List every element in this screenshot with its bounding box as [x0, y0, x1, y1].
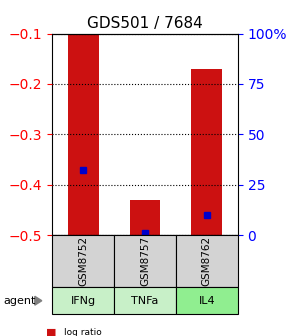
- Text: GSM8757: GSM8757: [140, 236, 150, 286]
- Title: GDS501 / 7684: GDS501 / 7684: [87, 16, 203, 31]
- Text: ■: ■: [46, 328, 57, 336]
- Bar: [191, 69, 222, 235]
- Bar: [68, 34, 99, 235]
- Text: IFNg: IFNg: [70, 296, 96, 306]
- Bar: [130, 200, 160, 235]
- Text: TNFa: TNFa: [131, 296, 159, 306]
- Text: agent: agent: [3, 296, 35, 306]
- Text: GSM8752: GSM8752: [78, 236, 88, 286]
- Text: GSM8762: GSM8762: [202, 236, 212, 286]
- Text: log ratio: log ratio: [64, 328, 102, 336]
- Text: IL4: IL4: [199, 296, 215, 306]
